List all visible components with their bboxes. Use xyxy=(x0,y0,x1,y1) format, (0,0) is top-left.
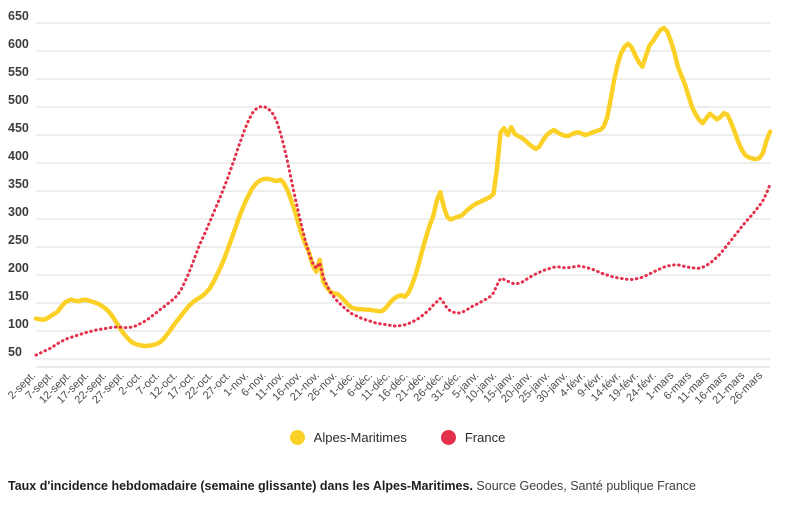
y-tick-label: 350 xyxy=(8,177,29,191)
y-tick-label: 400 xyxy=(8,149,29,163)
y-tick-label: 50 xyxy=(8,345,22,359)
chart-caption: Taux d'incidence hebdomadaire (semaine g… xyxy=(8,478,795,494)
y-tick-label: 100 xyxy=(8,317,29,331)
y-tick-label: 450 xyxy=(8,121,29,135)
y-tick-label: 200 xyxy=(8,261,29,275)
legend-item-alpes-maritimes: Alpes-Maritimes xyxy=(289,429,407,445)
series-line-france xyxy=(34,104,772,357)
y-tick-label: 650 xyxy=(8,9,29,23)
incidence-chart-container: 50 100 150 200 250 300 350 400 450 500 550 600 650 2-… xyxy=(0,9,795,494)
y-tick-label: 250 xyxy=(8,233,29,247)
legend-dot-alpes-maritimes xyxy=(289,429,305,445)
legend-item-france: France xyxy=(440,429,506,445)
caption-title: Taux d'incidence hebdomadaire (semaine g… xyxy=(8,479,473,493)
y-tick-label: 550 xyxy=(8,65,29,79)
y-tick-label: 500 xyxy=(8,93,29,107)
caption-source: Source Geodes, Santé publique France xyxy=(472,479,696,493)
chart-legend: Alpes-Maritimes France xyxy=(0,426,795,448)
y-tick-label: 150 xyxy=(8,289,29,303)
y-tick-label: 600 xyxy=(8,37,29,51)
series-line-alpes-maritimes xyxy=(33,25,773,349)
legend-label-alpes-maritimes: Alpes-Maritimes xyxy=(313,429,407,445)
legend-label-france: France xyxy=(464,429,506,445)
y-tick-label: 300 xyxy=(8,205,29,219)
incidence-line-chart: 501001502002503003504004505005506006502-… xyxy=(6,9,773,407)
legend-dot-france xyxy=(440,429,456,445)
